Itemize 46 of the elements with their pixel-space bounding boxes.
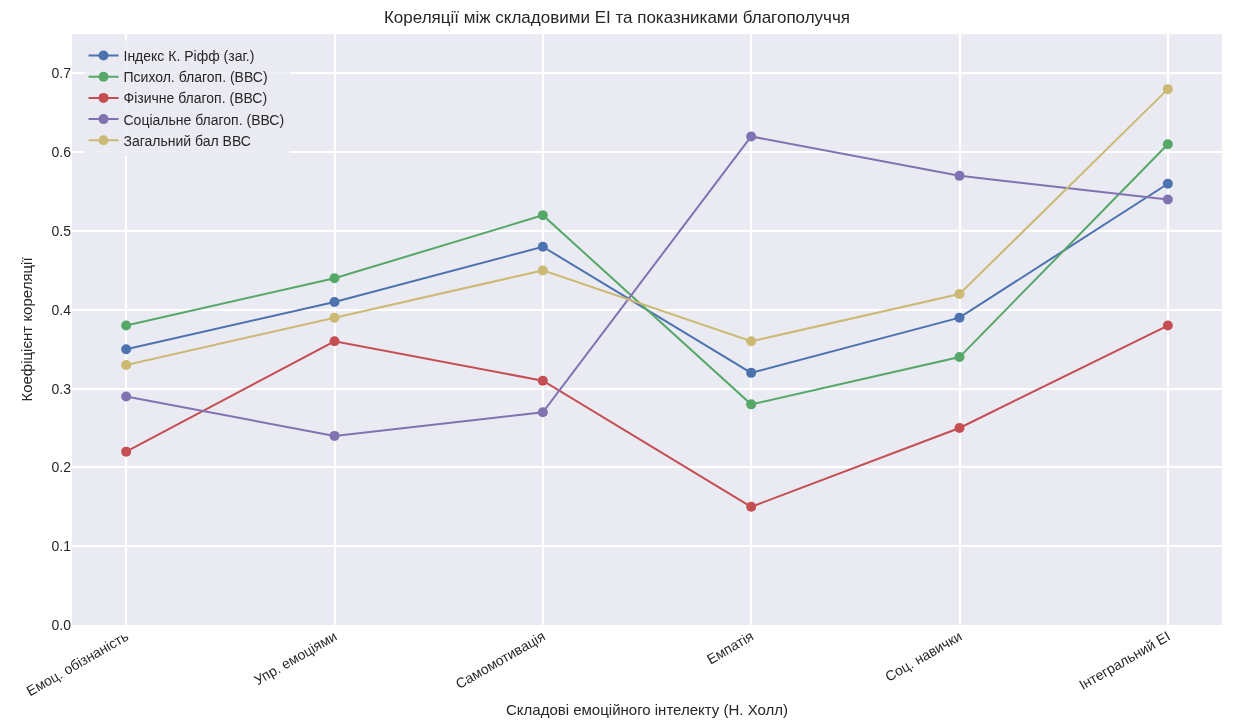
point	[329, 336, 340, 347]
y-tick-label: 0.4	[51, 301, 72, 318]
legend-label: Індекс К. Ріфф (заг.)	[123, 47, 255, 64]
y-tick-label: 0.7	[51, 65, 72, 82]
point	[954, 312, 965, 323]
point	[954, 352, 965, 363]
point	[746, 367, 757, 378]
point	[537, 375, 548, 386]
point	[121, 359, 132, 370]
point	[1162, 139, 1173, 150]
y-tick-label: 0.6	[51, 144, 72, 161]
point	[121, 391, 132, 402]
point	[537, 265, 548, 276]
point	[537, 407, 548, 418]
y-tick-label: 0.2	[51, 459, 72, 476]
point	[329, 312, 340, 323]
point	[329, 273, 340, 284]
point	[746, 131, 757, 142]
point	[1162, 320, 1173, 331]
point	[954, 170, 965, 181]
y-tick-label: 0.0	[51, 616, 72, 633]
point	[329, 430, 340, 441]
point	[1162, 178, 1173, 189]
point	[746, 501, 757, 512]
legend-label: Психол. благоп. (ВВС)	[123, 69, 268, 86]
point	[1162, 84, 1173, 95]
point	[1162, 194, 1173, 205]
point	[121, 446, 132, 457]
point	[746, 336, 757, 347]
chart-title: Кореляції між складовими EI та показниками благополуччя	[383, 7, 851, 27]
legend-label: Соціальне благоп. (ВВС)	[123, 111, 285, 128]
point	[537, 210, 548, 221]
point	[329, 296, 340, 307]
legend-label: Фізичне благоп. (ВВС)	[123, 90, 268, 107]
legend-label: Загальний бал ВВС	[123, 132, 251, 149]
point	[954, 423, 965, 433]
point	[746, 399, 757, 410]
point	[954, 289, 965, 300]
y-tick-label: 0.5	[51, 222, 72, 239]
y-tick-label: 0.3	[51, 380, 72, 397]
y-tick-label: 0.1	[51, 538, 72, 555]
y-axis-title: Коефіцієнт кореляції	[18, 256, 35, 402]
point	[121, 320, 132, 331]
point	[121, 344, 132, 355]
point	[537, 241, 548, 252]
x-axis-title: Складові емоційного інтелекту (Н. Холл)	[505, 701, 789, 719]
